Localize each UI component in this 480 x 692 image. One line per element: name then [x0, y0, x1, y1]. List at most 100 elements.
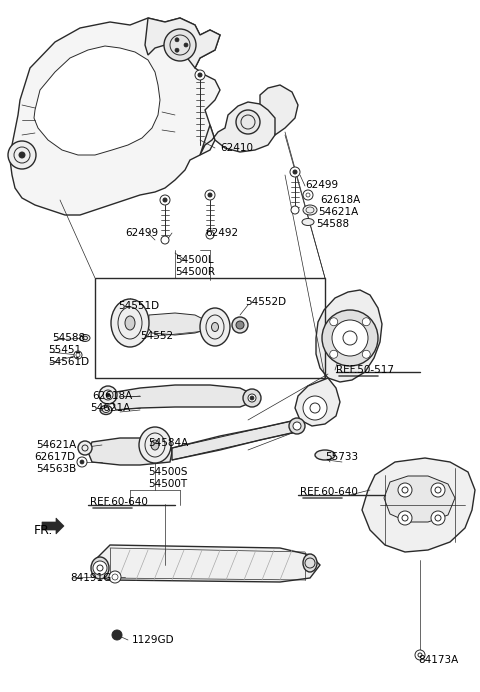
Text: 54584A: 54584A: [148, 438, 188, 448]
Polygon shape: [112, 385, 250, 410]
Ellipse shape: [302, 219, 314, 226]
Circle shape: [322, 310, 378, 366]
Circle shape: [290, 167, 300, 177]
Circle shape: [236, 110, 260, 134]
Circle shape: [293, 170, 297, 174]
Circle shape: [198, 73, 202, 77]
Circle shape: [106, 393, 110, 397]
Polygon shape: [42, 518, 64, 534]
Text: 54500T: 54500T: [148, 479, 187, 489]
Circle shape: [243, 389, 261, 407]
Circle shape: [8, 141, 36, 169]
Text: 84173A: 84173A: [418, 655, 458, 665]
Circle shape: [93, 561, 107, 575]
Ellipse shape: [139, 427, 171, 463]
Polygon shape: [148, 313, 210, 335]
Text: 84191G: 84191G: [70, 573, 111, 583]
Circle shape: [289, 418, 305, 434]
Polygon shape: [92, 545, 320, 582]
Text: 54588: 54588: [316, 219, 349, 229]
Text: 54561D: 54561D: [48, 357, 89, 367]
Ellipse shape: [111, 299, 149, 347]
Circle shape: [74, 351, 82, 359]
Circle shape: [415, 650, 425, 660]
Polygon shape: [200, 102, 278, 155]
Text: 54551D: 54551D: [118, 301, 159, 311]
Circle shape: [175, 48, 179, 52]
Circle shape: [109, 571, 121, 583]
Circle shape: [431, 511, 445, 525]
Ellipse shape: [125, 316, 135, 330]
Circle shape: [19, 152, 25, 158]
Polygon shape: [88, 438, 172, 465]
Polygon shape: [384, 476, 455, 522]
Circle shape: [330, 318, 338, 326]
Circle shape: [175, 38, 179, 42]
Ellipse shape: [91, 557, 109, 579]
Text: 54621A: 54621A: [90, 403, 130, 413]
Ellipse shape: [303, 205, 317, 215]
Circle shape: [163, 198, 167, 202]
Polygon shape: [362, 458, 475, 552]
Circle shape: [362, 350, 370, 358]
Text: 54552: 54552: [140, 331, 173, 341]
Text: 54500R: 54500R: [175, 267, 215, 277]
Text: 1129GD: 1129GD: [132, 635, 175, 645]
Text: REF.60-640: REF.60-640: [90, 497, 148, 507]
Polygon shape: [10, 18, 220, 215]
Text: 62618A: 62618A: [320, 195, 360, 205]
Circle shape: [398, 511, 412, 525]
Text: 54621A: 54621A: [318, 207, 358, 217]
Circle shape: [330, 350, 338, 358]
Circle shape: [99, 386, 117, 404]
Ellipse shape: [303, 554, 317, 572]
Text: 54588: 54588: [52, 333, 85, 343]
Circle shape: [431, 483, 445, 497]
Circle shape: [164, 29, 196, 61]
Text: 54500L: 54500L: [175, 255, 214, 265]
Text: 55733: 55733: [325, 452, 358, 462]
Polygon shape: [316, 290, 382, 382]
Text: 55451: 55451: [48, 345, 81, 355]
Circle shape: [236, 321, 244, 329]
Circle shape: [332, 320, 368, 356]
Polygon shape: [260, 85, 298, 135]
Circle shape: [248, 394, 256, 402]
Text: 62492: 62492: [205, 228, 238, 238]
Text: FR.: FR.: [34, 524, 53, 536]
Text: 62499: 62499: [305, 180, 338, 190]
Polygon shape: [172, 420, 296, 460]
Circle shape: [195, 70, 205, 80]
Circle shape: [161, 236, 169, 244]
Text: 62618A: 62618A: [92, 391, 132, 401]
Circle shape: [293, 422, 301, 430]
Text: 54563B: 54563B: [36, 464, 76, 474]
Circle shape: [303, 190, 313, 200]
Bar: [95, 278, 325, 378]
Polygon shape: [145, 18, 220, 68]
Circle shape: [250, 396, 254, 400]
Circle shape: [80, 460, 84, 464]
Circle shape: [205, 190, 215, 200]
Ellipse shape: [80, 334, 90, 341]
Circle shape: [160, 195, 170, 205]
Text: REF.60-640: REF.60-640: [300, 487, 358, 497]
Text: 62617D: 62617D: [34, 452, 75, 462]
Text: 54552D: 54552D: [245, 297, 286, 307]
Text: 54500S: 54500S: [148, 467, 188, 477]
Circle shape: [362, 318, 370, 326]
Circle shape: [77, 457, 87, 467]
Circle shape: [206, 231, 214, 239]
Ellipse shape: [151, 440, 159, 450]
Circle shape: [291, 206, 299, 214]
Ellipse shape: [315, 450, 335, 460]
Circle shape: [232, 317, 248, 333]
Circle shape: [208, 193, 212, 197]
Circle shape: [112, 630, 122, 640]
Text: REF.50-517: REF.50-517: [336, 365, 394, 375]
Circle shape: [303, 396, 327, 420]
Text: 62410: 62410: [220, 143, 253, 153]
Text: 62499: 62499: [125, 228, 158, 238]
Circle shape: [184, 43, 188, 47]
Polygon shape: [34, 46, 160, 155]
